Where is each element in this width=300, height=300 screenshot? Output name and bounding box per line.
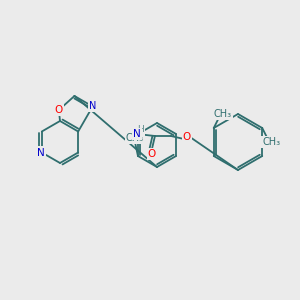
Text: O: O bbox=[183, 132, 191, 142]
Text: N: N bbox=[89, 101, 96, 112]
Text: N: N bbox=[133, 129, 141, 139]
Text: O: O bbox=[148, 149, 156, 159]
Text: N: N bbox=[37, 148, 45, 158]
Text: CH₃: CH₃ bbox=[262, 137, 280, 147]
Text: CH₃: CH₃ bbox=[126, 133, 144, 143]
Text: O: O bbox=[55, 105, 63, 115]
Text: H: H bbox=[138, 124, 144, 134]
Text: CH₃: CH₃ bbox=[214, 109, 232, 119]
